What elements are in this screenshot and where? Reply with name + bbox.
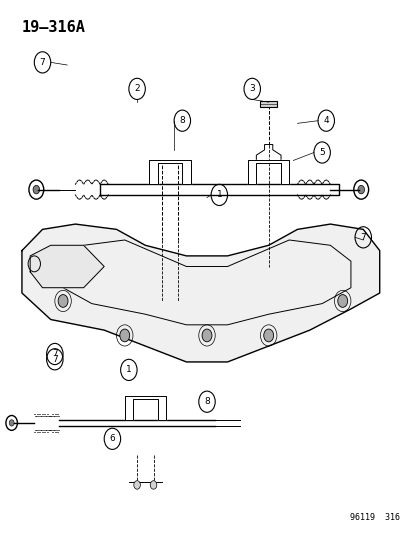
Circle shape: [9, 419, 14, 426]
Text: 4: 4: [323, 116, 328, 125]
Text: 6: 6: [109, 434, 115, 443]
Text: 7: 7: [52, 355, 57, 364]
Text: 96119  316: 96119 316: [349, 513, 399, 522]
Text: 1: 1: [216, 190, 222, 199]
Text: 7: 7: [52, 350, 57, 359]
Polygon shape: [124, 397, 166, 420]
Text: 1: 1: [126, 366, 131, 374]
Circle shape: [133, 481, 140, 489]
Polygon shape: [149, 160, 190, 184]
Polygon shape: [247, 160, 289, 184]
Circle shape: [58, 295, 68, 308]
Circle shape: [337, 295, 347, 308]
Text: 19–316A: 19–316A: [22, 20, 85, 35]
Text: 8: 8: [204, 397, 209, 406]
Text: 2: 2: [134, 84, 140, 93]
FancyBboxPatch shape: [260, 101, 276, 108]
Circle shape: [263, 329, 273, 342]
Circle shape: [150, 481, 157, 489]
Polygon shape: [22, 224, 379, 362]
Text: 7: 7: [40, 58, 45, 67]
Text: 7: 7: [360, 233, 365, 242]
Circle shape: [202, 329, 211, 342]
Text: 3: 3: [249, 84, 254, 93]
Circle shape: [357, 185, 363, 194]
Text: 8: 8: [179, 116, 185, 125]
Circle shape: [33, 185, 40, 194]
Polygon shape: [30, 245, 104, 288]
Text: 5: 5: [318, 148, 324, 157]
Circle shape: [119, 329, 129, 342]
